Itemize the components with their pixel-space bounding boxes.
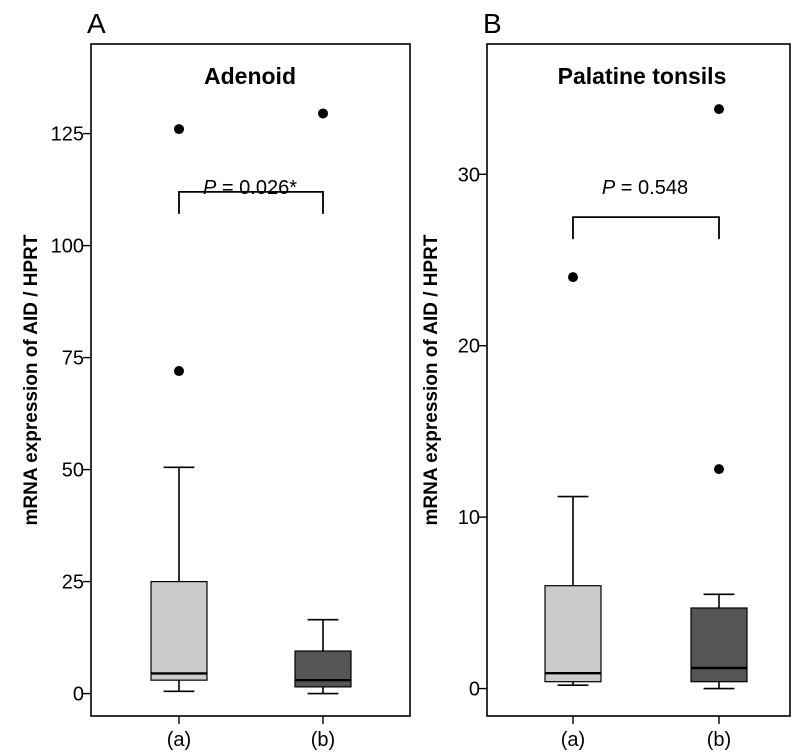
outlier-point — [568, 272, 578, 283]
chart-title-b: Palatine tonsils — [558, 63, 727, 89]
box-body — [150, 580, 208, 681]
y-axis-a: 0 25 50 75 100 125 — [51, 124, 91, 706]
x-tick-label: (b) — [707, 729, 731, 751]
boxes-a — [150, 108, 352, 695]
x-axis-a: (a) (b) — [167, 716, 335, 751]
box-0 — [544, 272, 602, 686]
box-1 — [294, 108, 352, 695]
panel-a: A Adenoid mRNA expression of AID / HPRT … — [21, 8, 411, 751]
p-value-label-b: P = 0.548 — [602, 177, 688, 199]
box-body — [544, 585, 602, 683]
box-body — [294, 650, 352, 688]
chart-title-a: Adenoid — [204, 63, 296, 89]
y-axis-label-b: mRNA expression of AID / HPRT — [421, 234, 442, 525]
plot-frame-b — [486, 43, 791, 717]
box-body — [690, 607, 748, 683]
y-tick-label: 10 — [458, 507, 480, 529]
y-tick-label: 75 — [62, 348, 84, 370]
outlier-point — [318, 108, 328, 119]
y-tick-label: 25 — [62, 572, 84, 594]
significance-bracket-b — [572, 216, 720, 240]
panel-letter-b: B — [483, 8, 502, 39]
bracket-line — [572, 216, 720, 240]
outlier-point — [174, 124, 184, 135]
y-tick-label: 125 — [51, 124, 84, 146]
plot-frame-a — [90, 43, 411, 717]
y-tick-label: 20 — [458, 336, 480, 358]
outlier-point — [714, 464, 724, 475]
box-1 — [690, 104, 748, 690]
y-tick-label: 50 — [62, 460, 84, 482]
y-tick-label: 0 — [469, 679, 480, 701]
boxes-b — [544, 104, 748, 690]
outlier-point — [174, 366, 184, 377]
y-tick-label: 0 — [73, 684, 84, 706]
y-axis-b: 0 10 20 30 — [458, 164, 487, 701]
p-value-label-a: P = 0.026* — [203, 177, 297, 199]
panel-letter-a: A — [87, 8, 106, 39]
x-tick-label: (a) — [167, 729, 191, 751]
panel-b: B Palatine tonsils mRNA expression of AI… — [421, 8, 791, 751]
bracket-line — [178, 190, 324, 214]
y-tick-label: 100 — [51, 236, 84, 258]
y-tick-label: 30 — [458, 164, 480, 186]
y-axis-label-a: mRNA expression of AID / HPRT — [21, 234, 42, 525]
outlier-point — [714, 104, 724, 115]
x-axis-b: (a) (b) — [561, 716, 731, 751]
significance-bracket-a — [178, 190, 324, 214]
x-tick-label: (b) — [311, 729, 335, 751]
box-0 — [150, 124, 208, 693]
x-tick-label: (a) — [561, 729, 585, 751]
